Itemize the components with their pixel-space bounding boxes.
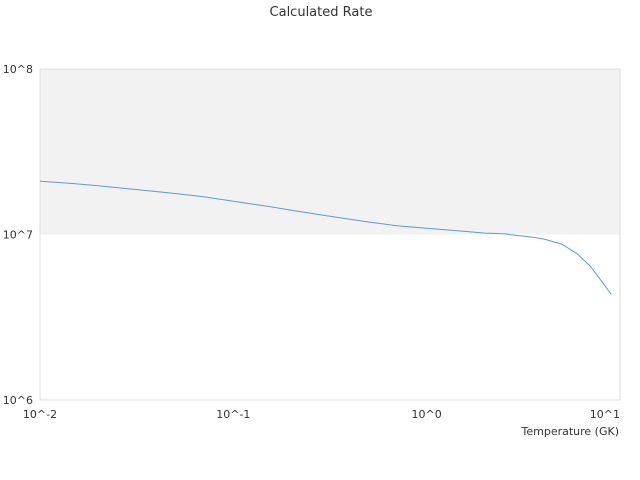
y-tick-label: 10^6 <box>3 394 33 407</box>
x-axis-label: Temperature (GK) <box>521 425 620 438</box>
chart-title: Calculated Rate <box>270 5 373 20</box>
x-tick-label: 10^-1 <box>216 408 250 421</box>
x-tick-label: 10^0 <box>412 408 442 421</box>
y-tick-labels: 10^6 10^7 10^8 <box>3 63 33 407</box>
shaded-band <box>40 69 620 235</box>
x-tick-labels: 10^-2 10^-1 10^0 10^1 <box>23 408 620 421</box>
plot-area <box>39 68 621 401</box>
series-line <box>39 180 612 295</box>
x-tick-label: 10^-2 <box>23 408 57 421</box>
series-layer <box>39 180 612 295</box>
y-tick-label: 10^8 <box>3 63 33 76</box>
y-tick-label: 10^7 <box>3 229 33 242</box>
x-tick-label: 10^1 <box>590 408 620 421</box>
